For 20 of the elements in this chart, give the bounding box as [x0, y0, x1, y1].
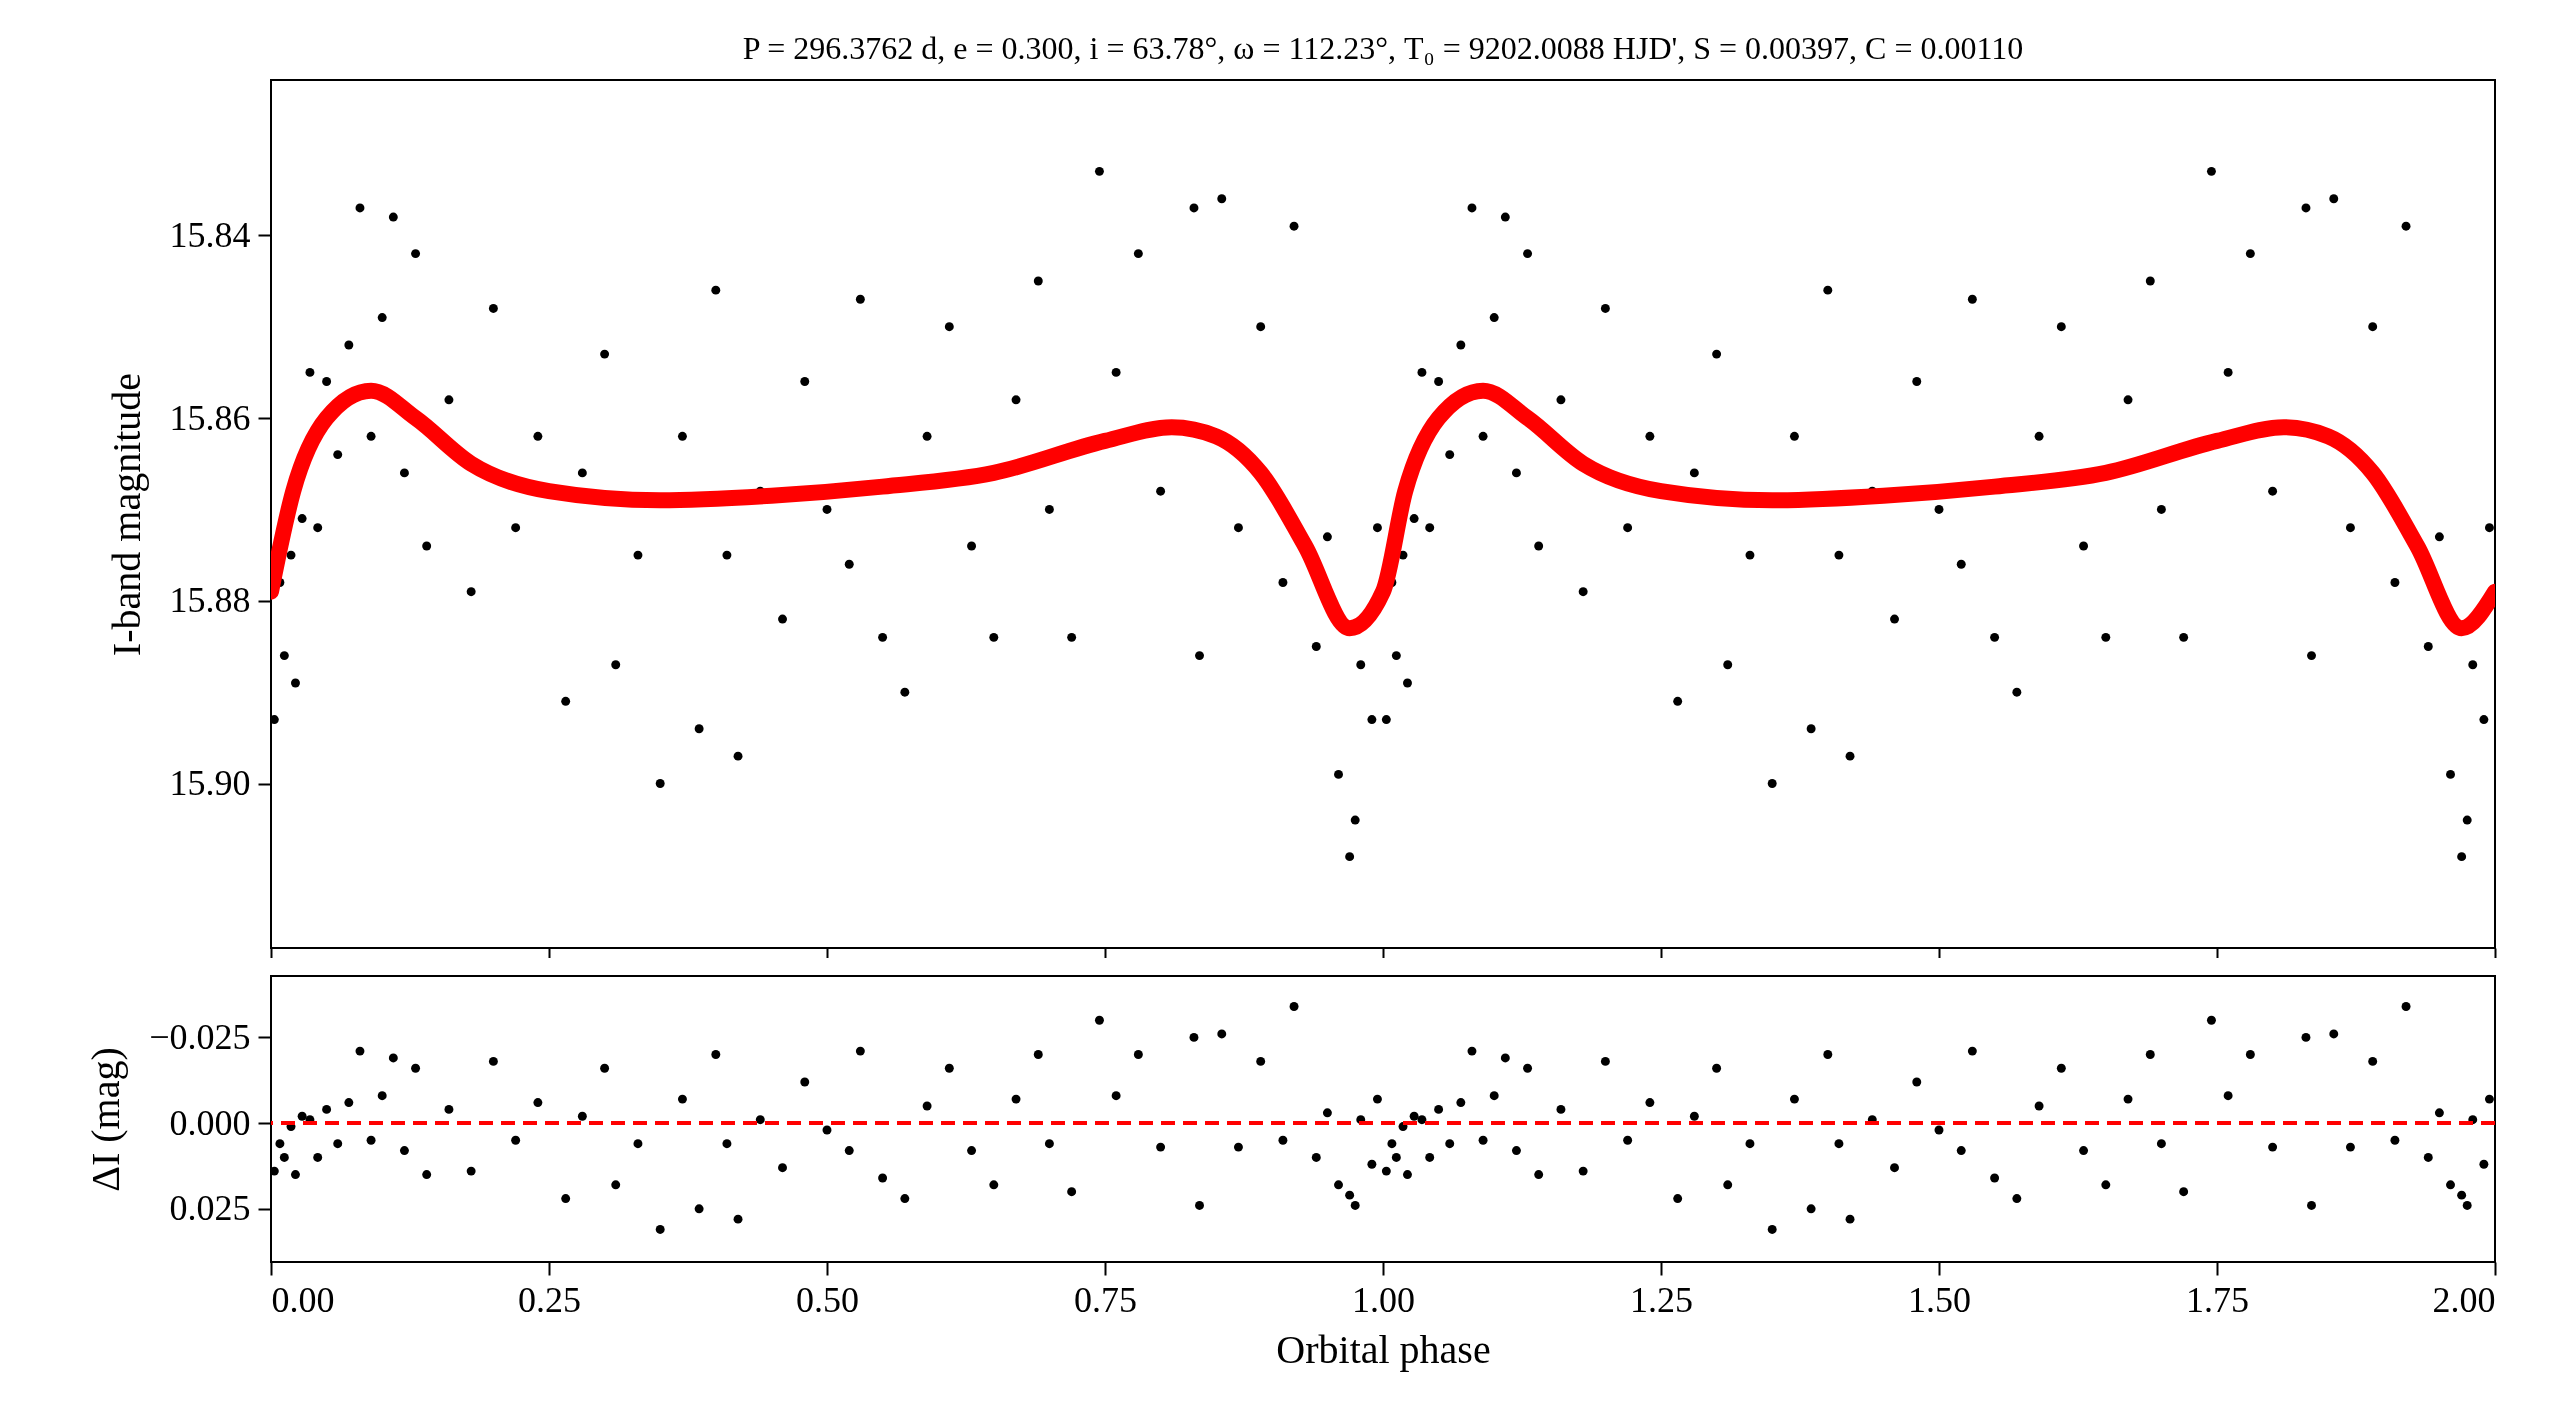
x-tick-label: 0.50: [796, 1279, 859, 1320]
y-tick-label: 15.88: [169, 580, 251, 621]
x-tick-label: 0.00: [271, 1279, 335, 1320]
x-tick-label: 1.00: [1352, 1279, 1415, 1320]
y-axis-title: ΔI (mag): [83, 1047, 129, 1192]
x-tick-label: 1.75: [2186, 1279, 2249, 1320]
y-tick-label: 15.84: [169, 214, 251, 255]
y-tick-label: −0.025: [149, 1016, 251, 1057]
x-tick-label: 0.25: [518, 1279, 581, 1320]
x-axis-title: Orbital phase: [1276, 1326, 1491, 1372]
y-tick-label: 15.86: [169, 397, 251, 438]
x-tick-label: 1.50: [1908, 1279, 1971, 1320]
y-tick-label: 15.90: [169, 763, 251, 804]
x-tick-label: 2.00: [2432, 1279, 2496, 1320]
x-tick-label: 1.25: [1630, 1279, 1693, 1320]
y-tick-label: 0.025: [169, 1188, 251, 1229]
chart-title: P = 296.3762 d, e = 0.300, i = 63.78°, ω = 112.23°, T₀ = 9202.0088 HJD', S = 0.00397, C = 0.00110: [742, 30, 2024, 66]
y-axis-title: I-band magnitude: [103, 372, 149, 657]
x-tick-label: 0.75: [1074, 1279, 1137, 1320]
y-tick-label: 0.000: [169, 1102, 251, 1143]
